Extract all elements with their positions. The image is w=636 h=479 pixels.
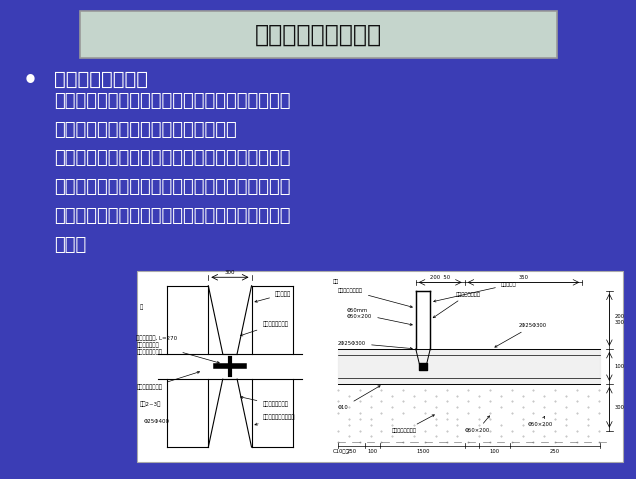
Text: 250: 250: [347, 449, 357, 454]
Text: 聚乙烯泡沫填缝板: 聚乙烯泡沫填缝板: [240, 321, 288, 336]
FancyBboxPatch shape: [80, 11, 556, 58]
Text: 综合管廊的防渗止漏: 综合管廊的防渗止漏: [254, 23, 382, 46]
Text: 橡: 橡: [140, 304, 143, 310]
Text: 200
300: 200 300: [615, 314, 625, 325]
Text: Φ50×200: Φ50×200: [465, 416, 490, 433]
Text: 天然结晶防水涂料: 天然结晶防水涂料: [338, 288, 412, 308]
Text: 300: 300: [615, 405, 625, 410]
Text: 350: 350: [518, 275, 529, 280]
Text: 油膏2~3层: 油膏2~3层: [140, 402, 162, 408]
Text: C10垫层: C10垫层: [333, 449, 349, 454]
Text: Φ50×200: Φ50×200: [528, 416, 553, 427]
Text: Φ25Φ400: Φ25Φ400: [144, 419, 170, 424]
Text: 止水带与外贴防水层复合使用。变形逢内设橡胶止: 止水带与外贴防水层复合使用。变形逢内设橡胶止: [54, 178, 291, 196]
Text: 100: 100: [615, 364, 625, 369]
Text: Φ10: Φ10: [338, 386, 380, 410]
Text: 聚乙烯泡沫填缝板: 聚乙烯泡沫填缝板: [240, 396, 288, 408]
Text: 处理。: 处理。: [54, 236, 86, 254]
Text: 变形缝的防水采用复合防水构造措施，中埋式橡胶: 变形缝的防水采用复合防水构造措施，中埋式橡胶: [54, 149, 291, 168]
Text: 做好上水带: 做好上水带: [255, 291, 291, 302]
Text: 断面: 断面: [333, 279, 339, 284]
Text: 聚乙烯泡沫板, L=270
橡胶膨胀密封条
聚乙烯泡沫填缝板: 聚乙烯泡沫板, L=270 橡胶膨胀密封条 聚乙烯泡沫填缝板: [136, 336, 219, 364]
Text: 做好细部构造防水: 做好细部构造防水: [54, 69, 148, 89]
Text: 天然结晶防水涂料: 天然结晶防水涂料: [136, 371, 200, 390]
Bar: [137, 271, 623, 462]
Text: Φ50mm
Φ50×200: Φ50mm Φ50×200: [347, 308, 412, 325]
Text: 在变形缝、施工缝、通风口、投料口、出入口、预: 在变形缝、施工缝、通风口、投料口、出入口、预: [54, 92, 291, 110]
Text: •: •: [22, 69, 38, 93]
Text: 水带，并用低发泡塑料板和双组份聚硫密封膏嵌缝: 水带，并用低发泡塑料板和双组份聚硫密封膏嵌缝: [54, 207, 291, 225]
Text: 2Φ25Φ300: 2Φ25Φ300: [338, 341, 412, 350]
Text: 天然结晶防水涂料施工: 天然结晶防水涂料施工: [255, 415, 295, 425]
Text: 300: 300: [225, 270, 235, 275]
Text: 1500: 1500: [416, 449, 430, 454]
Text: 聚乙烯泡沫填缝板: 聚乙烯泡沫填缝板: [392, 415, 434, 433]
Text: 100: 100: [367, 449, 377, 454]
Text: 留口等部位，是渗漏设防的重点部位。: 留口等部位，是渗漏设防的重点部位。: [54, 121, 237, 139]
Text: 100: 100: [490, 449, 499, 454]
Text: 200  50: 200 50: [430, 275, 450, 280]
Text: 做好上水带: 做好上水带: [434, 282, 516, 302]
Text: 250: 250: [550, 449, 560, 454]
Text: 2Φ25Φ300: 2Φ25Φ300: [495, 323, 547, 347]
Text: 聚乙烯泡沫填缝板: 聚乙烯泡沫填缝板: [433, 292, 481, 318]
